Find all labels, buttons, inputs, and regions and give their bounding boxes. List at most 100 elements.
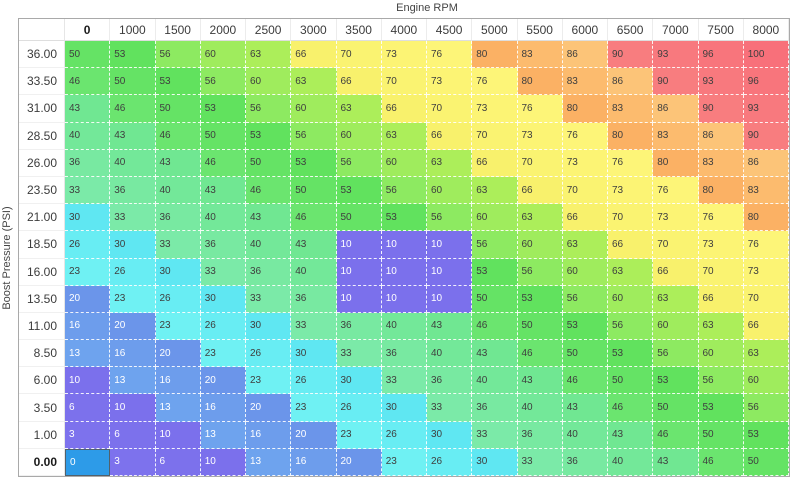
table-cell[interactable]: 90 [743,122,789,150]
table-cell[interactable]: 13 [155,394,201,422]
table-cell[interactable]: 93 [698,68,744,96]
table-cell[interactable]: 20 [155,340,201,368]
table-cell[interactable]: 33 [65,176,111,205]
table-cell[interactable]: 70 [336,41,382,69]
table-cell[interactable]: 40 [246,231,292,259]
table-cell[interactable]: 23 [336,421,382,449]
table-cell[interactable]: 83 [743,176,789,205]
table-cell[interactable]: 33 [472,421,518,449]
table-cell[interactable]: 40 [110,149,156,177]
table-cell[interactable]: 93 [653,41,699,69]
table-cell[interactable]: 40 [427,340,473,368]
table-cell[interactable]: 40 [200,204,246,232]
row-header-psi-21.00[interactable]: 21.00 [19,204,65,232]
table-cell[interactable]: 66 [517,176,563,205]
table-cell[interactable]: 66 [291,41,337,69]
table-cell[interactable]: 50 [608,367,654,395]
table-cell[interactable]: 30 [155,258,201,286]
table-cell[interactable]: 76 [608,149,654,177]
table-cell[interactable]: 66 [381,95,427,123]
table-cell[interactable]: 6 [155,448,201,476]
table-cell[interactable]: 60 [472,204,518,232]
table-cell[interactable]: 13 [110,367,156,395]
table-cell[interactable]: 76 [517,95,563,123]
table-cell[interactable]: 60 [743,367,789,395]
table-cell[interactable]: 53 [200,95,246,123]
table-cell[interactable]: 36 [336,312,382,341]
table-cell[interactable]: 83 [517,41,563,69]
table-cell[interactable]: 33 [336,340,382,368]
table-cell[interactable]: 73 [743,258,789,286]
row-header-psi-13.50[interactable]: 13.50 [19,285,65,313]
table-cell[interactable]: 36 [562,448,608,476]
table-cell[interactable]: 43 [472,340,518,368]
table-cell[interactable]: 36 [427,367,473,395]
table-cell[interactable]: 30 [65,204,111,232]
table-cell[interactable]: 66 [336,68,382,96]
table-cell[interactable]: 36 [155,204,201,232]
table-cell[interactable]: 60 [427,176,473,205]
table-cell[interactable]: 43 [110,122,156,150]
table-cell[interactable]: 36 [517,421,563,449]
table-cell[interactable]: 66 [562,204,608,232]
table-cell[interactable]: 53 [291,149,337,177]
table-cell[interactable]: 56 [155,41,201,69]
table-cell[interactable]: 63 [653,285,699,313]
table-cell[interactable]: 16 [155,367,201,395]
table-cell[interactable]: 33 [517,448,563,476]
table-cell[interactable]: 33 [291,312,337,341]
table-cell[interactable]: 96 [698,41,744,69]
row-header-psi-0.00[interactable]: 0.00 [19,448,65,476]
table-cell[interactable]: 50 [517,312,563,341]
table-cell[interactable]: 63 [698,312,744,341]
table-cell[interactable]: 63 [381,122,427,150]
table-cell[interactable]: 33 [110,204,156,232]
table-cell[interactable]: 50 [291,176,337,205]
table-cell[interactable]: 76 [743,231,789,259]
table-cell[interactable]: 10 [381,285,427,313]
table-cell[interactable]: 56 [427,204,473,232]
table-cell[interactable]: 53 [246,122,292,150]
table-cell[interactable]: 60 [517,231,563,259]
table-cell[interactable]: 86 [608,68,654,96]
column-header-rpm-5000[interactable]: 5000 [472,19,518,41]
table-cell[interactable]: 50 [246,149,292,177]
table-cell[interactable]: 30 [110,231,156,259]
table-cell[interactable]: 46 [517,340,563,368]
table-cell[interactable]: 70 [562,176,608,205]
table-cell[interactable]: 66 [743,312,789,341]
table-cell[interactable]: 43 [155,149,201,177]
table-cell[interactable]: 70 [381,68,427,96]
table-cell[interactable]: 63 [517,204,563,232]
table-cell[interactable]: 53 [381,204,427,232]
table-cell[interactable]: 80 [653,149,699,177]
row-header-psi-36.00[interactable]: 36.00 [19,41,65,69]
table-cell[interactable]: 16 [110,340,156,368]
row-header-psi-28.50[interactable]: 28.50 [19,122,65,150]
table-cell[interactable]: 63 [562,231,608,259]
table-cell[interactable]: 83 [608,95,654,123]
column-header-rpm-7500[interactable]: 7500 [698,19,744,41]
table-cell[interactable]: 46 [472,312,518,341]
table-cell[interactable]: 66 [472,149,518,177]
table-cell[interactable]: 90 [608,41,654,69]
table-cell[interactable]: 70 [427,95,473,123]
table-cell[interactable]: 16 [246,421,292,449]
table-cell[interactable]: 43 [246,204,292,232]
table-cell[interactable]: 80 [698,176,744,205]
table-cell[interactable]: 50 [336,204,382,232]
table-cell[interactable]: 26 [336,394,382,422]
table-cell[interactable]: 63 [608,258,654,286]
table-cell[interactable]: 53 [517,285,563,313]
table-cell[interactable]: 66 [698,285,744,313]
table-cell[interactable]: 10 [336,285,382,313]
table-cell[interactable]: 26 [110,258,156,286]
table-cell[interactable]: 80 [562,95,608,123]
table-cell[interactable]: 56 [472,231,518,259]
table-cell[interactable]: 56 [381,176,427,205]
column-header-rpm-6000[interactable]: 6000 [562,19,608,41]
table-cell[interactable]: 100 [743,41,789,69]
table-cell[interactable]: 63 [246,41,292,69]
table-cell[interactable]: 73 [653,204,699,232]
table-cell[interactable]: 56 [517,258,563,286]
